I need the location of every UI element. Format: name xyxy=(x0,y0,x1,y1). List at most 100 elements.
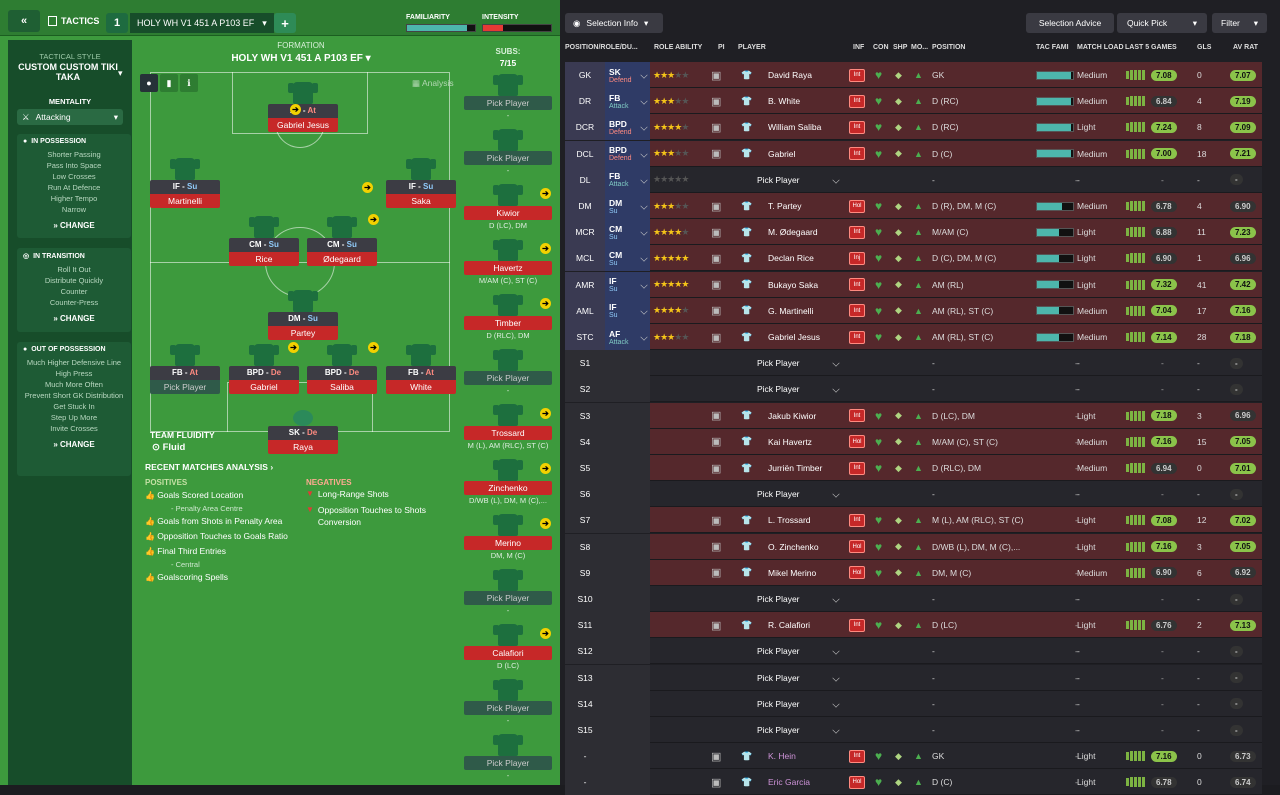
role-cell[interactable]: IF Su xyxy=(605,297,650,324)
role-cell[interactable]: AF Attack xyxy=(605,324,650,350)
player-instructions-icon[interactable]: ▣ xyxy=(711,200,722,213)
table-row[interactable]: S2 Pick Player - - - - - - xyxy=(565,376,1262,403)
pitch-player[interactable]: BPD - De Saliba xyxy=(307,344,377,394)
player-name[interactable]: R. Calafiori xyxy=(768,620,811,631)
role-cell[interactable] xyxy=(605,481,650,508)
player-instructions-icon[interactable]: ▣ xyxy=(711,95,722,108)
player-name[interactable]: Pick Player xyxy=(757,174,800,185)
in-possession-change-button[interactable]: » CHANGE xyxy=(17,215,131,236)
chevron-down-icon[interactable] xyxy=(832,700,840,708)
role-cell[interactable]: BPD Defend xyxy=(605,140,650,167)
column-header[interactable]: SHP xyxy=(893,44,908,51)
player-name[interactable]: Gabriel xyxy=(768,148,796,159)
pitch-player[interactable]: IF - Su Saka xyxy=(386,158,456,208)
table-row[interactable]: AMR IF Su ★ ★ ★ ★ ★ ▣ 👕 Bukayo Saka Int ♥ ◆ ▲ AM (RL) Li… xyxy=(565,271,1262,298)
sub-player-name[interactable]: Pick Player xyxy=(464,756,552,770)
table-row[interactable]: DM DM Su ★ ★ ★ ★ ★ ▣ 👕 T. Partey Hol ♥ ◆ ▲ D (R), DM, M… xyxy=(565,193,1262,219)
role-cell[interactable] xyxy=(605,376,650,403)
table-row[interactable]: AML IF Su ★ ★ ★ ★ ★ ▣ 👕 G. Martinelli Int ♥ ◆ ▲ AM (RL)… xyxy=(565,297,1262,324)
player-name[interactable]: M. Ødegaard xyxy=(768,227,818,238)
add-tactic-button[interactable]: + xyxy=(274,13,296,33)
table-row[interactable]: S6 Pick Player - - - - - - xyxy=(565,481,1262,508)
player-name[interactable]: Gabriel xyxy=(229,380,299,394)
sub-slot[interactable]: Havertz M/AM (C), ST (C) xyxy=(464,239,552,285)
table-row[interactable]: S14 Pick Player - - - - - - xyxy=(565,690,1262,717)
column-header[interactable]: PI xyxy=(718,44,725,51)
chevron-down-icon[interactable] xyxy=(832,674,840,682)
role-cell[interactable]: DM Su xyxy=(605,193,650,219)
player-name[interactable]: Bukayo Saka xyxy=(768,279,819,290)
player-name[interactable]: Pick Player xyxy=(757,698,800,709)
selection-info-dropdown[interactable]: ◉ Selection Info ▾ xyxy=(565,13,663,33)
mentality-dropdown[interactable]: ⚔ Attacking ▾ xyxy=(17,109,123,125)
player-instructions-icon[interactable]: ▣ xyxy=(711,462,722,475)
role-cell[interactable] xyxy=(605,664,650,691)
player-name[interactable]: White xyxy=(386,380,456,394)
pitch-player[interactable]: SK - De Raya xyxy=(268,410,338,454)
player-instructions-icon[interactable]: ▣ xyxy=(711,750,722,763)
sub-player-name[interactable]: Pick Player xyxy=(464,151,552,165)
sub-slot[interactable]: Timber D (RLC), DM xyxy=(464,294,552,340)
table-row[interactable]: S12 Pick Player - - - - - - xyxy=(565,638,1262,665)
player-name[interactable]: Pick Player xyxy=(757,725,800,735)
chevron-down-icon[interactable] xyxy=(832,647,840,655)
player-name[interactable]: Gabriel Jesus xyxy=(268,118,338,132)
column-header[interactable]: POSITION/ROLE/DU... xyxy=(565,44,638,51)
player-instructions-icon[interactable]: ▣ xyxy=(711,69,722,82)
player-name[interactable]: Pick Player xyxy=(150,380,220,394)
role-cell[interactable] xyxy=(605,455,650,481)
player-instructions-icon[interactable]: ▣ xyxy=(711,410,722,423)
column-header[interactable]: POSITION xyxy=(932,44,966,51)
table-row[interactable]: DL FB Attack ★ ★ ★ ★ ★ Pick Player - - - - - - xyxy=(565,166,1262,193)
role-cell[interactable] xyxy=(605,507,650,534)
column-header[interactable]: PLAYER xyxy=(738,44,766,51)
player-name[interactable]: Pick Player xyxy=(757,594,800,604)
column-header[interactable]: AV RAT xyxy=(1233,44,1259,51)
player-instructions-icon[interactable]: ▣ xyxy=(711,226,722,239)
player-name[interactable]: William Saliba xyxy=(768,122,822,133)
table-row[interactable]: - ▣ 👕 Eric Garcia Hol ♥ ◆ ▲ D (C) - Light 6.78 0 6.74 xyxy=(565,769,1262,795)
player-name[interactable]: Saka xyxy=(386,194,456,208)
player-instructions-icon[interactable]: ▣ xyxy=(711,541,722,554)
table-row[interactable]: DR FB Attack ★ ★ ★ ★ ★ ▣ 👕 B. White Int ♥ ◆ ▲ D (RC) Med… xyxy=(565,88,1262,115)
chevron-down-icon[interactable] xyxy=(832,359,840,367)
tactic-selector[interactable]: HOLY WH V1 451 A P103 EF ▾ xyxy=(130,13,274,33)
player-name[interactable]: B. White xyxy=(768,96,801,107)
sub-player-name[interactable]: Merino xyxy=(464,536,552,550)
sub-player-name[interactable]: Zinchenko xyxy=(464,481,552,495)
pitch-player[interactable]: IF - Su Martinelli xyxy=(150,158,220,208)
sub-slot[interactable]: Pick Player - xyxy=(464,679,552,725)
chevron-down-icon[interactable]: ▾ xyxy=(118,68,123,78)
chevron-down-icon[interactable] xyxy=(832,176,840,184)
analysis-button[interactable]: ▦ Analysis xyxy=(412,78,454,89)
analysis-title[interactable]: RECENT MATCHES ANALYSIS › xyxy=(145,462,273,472)
column-header[interactable]: GLS xyxy=(1197,44,1212,51)
player-name[interactable]: Rice xyxy=(229,252,299,266)
table-row[interactable]: - ▣ 👕 K. Hein Int ♥ ◆ ▲ GK - Light 7.16 0 6.73 xyxy=(565,743,1262,770)
player-name[interactable]: Mikel Merino xyxy=(768,567,817,578)
player-instructions-icon[interactable]: ▣ xyxy=(711,279,722,292)
player-instructions-icon[interactable]: ▣ xyxy=(711,305,722,318)
table-row[interactable]: MCL CM Su ★ ★ ★ ★ ★ ▣ 👕 Declan Rice Inj ♥ ◆ ▲ D (C), DM… xyxy=(565,245,1262,272)
sub-slot[interactable]: Calafiori D (LC) xyxy=(464,624,552,670)
stats-view-icon[interactable]: ▮ xyxy=(160,74,178,92)
sub-slot[interactable]: Merino DM, M (C) xyxy=(464,514,552,560)
role-cell[interactable]: CM Su xyxy=(605,219,650,246)
chevron-down-icon[interactable] xyxy=(832,726,840,734)
table-row[interactable]: MCR CM Su ★ ★ ★ ★ ★ ▣ 👕 M. Ødegaard Int ♥ ◆ ▲ M/AM (C) L… xyxy=(565,219,1262,246)
table-row[interactable]: S9 ▣ 👕 Mikel Merino Hol ♥ ◆ ▲ DM, M (C) - Medium 6.… xyxy=(565,559,1262,586)
player-name[interactable]: K. Hein xyxy=(768,751,796,762)
player-name[interactable]: Jurriën Timber xyxy=(768,463,823,473)
role-cell[interactable] xyxy=(605,402,650,429)
role-cell[interactable]: FB Attack xyxy=(605,88,650,115)
player-view-icon[interactable]: ● xyxy=(140,74,158,92)
selection-advice-button[interactable]: Selection Advice xyxy=(1026,13,1114,33)
sub-player-name[interactable]: Pick Player xyxy=(464,591,552,605)
player-name[interactable]: L. Trossard xyxy=(768,515,811,526)
sub-player-name[interactable]: Havertz xyxy=(464,261,552,275)
pitch-player[interactable]: CM - Su Ødegaard xyxy=(307,216,377,266)
sub-player-name[interactable]: Trossard xyxy=(464,426,552,440)
player-name[interactable]: Pick Player xyxy=(757,646,800,657)
role-cell[interactable] xyxy=(605,559,650,586)
